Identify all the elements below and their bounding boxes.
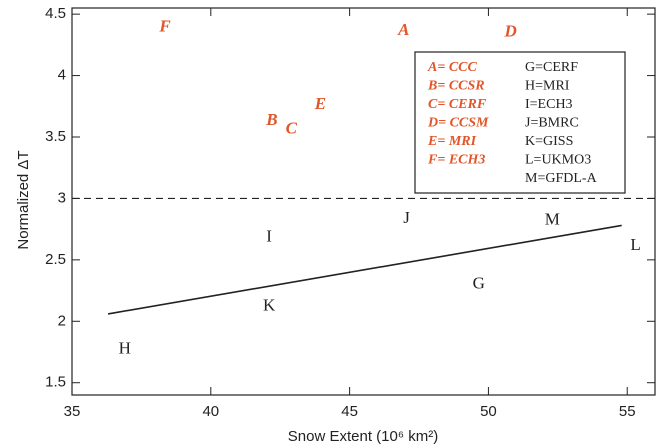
legend-entry: G=CERF [525,60,578,75]
legend-entry: F= ECH3 [427,153,485,168]
x-tick-label: 35 [64,403,81,420]
y-axis-label: Normalized ΔT [15,150,32,249]
x-axis-label: Snow Extent (10⁶ km²) [288,428,438,445]
y-tick-label: 3.5 [45,128,66,145]
legend-entry: I=ECH3 [525,97,573,112]
legend-entry: M=GFDL-A [525,171,598,186]
legend-entry: B= CCSR [427,79,485,94]
point-marker: A [397,20,409,39]
legend-entry: C= CERF [428,97,487,112]
x-tick-label: 40 [202,403,219,420]
point-marker: C [286,119,298,138]
fit-line [107,224,622,315]
point-marker: D [503,21,516,40]
point-marker: M [545,209,560,228]
point-marker: I [266,227,272,246]
point-marker: B [265,110,277,129]
legend-entry: A= CCC [427,60,477,75]
y-tick-label: 4 [58,67,66,84]
point-marker: G [473,273,485,292]
y-tick-label: 3 [58,189,66,206]
legend-entry: K=GISS [525,134,573,149]
plot-frame [71,7,656,396]
point-marker: F [158,17,171,36]
point-marker: H [119,338,131,357]
point-marker: E [314,94,326,113]
legend-entry: E= MRI [427,134,477,149]
legend-entry: H=MRI [525,79,570,94]
y-tick-label: 2 [58,312,66,329]
point-marker: J [403,208,410,227]
point-marker: K [263,295,276,314]
legend-entry: D= CCSM [427,116,489,131]
x-tick-label: 50 [480,403,497,420]
y-tick-label: 4.5 [45,5,66,22]
y-tick-label: 1.5 [45,374,66,391]
legend-entry: J=BMRC [525,116,579,131]
y-tick-label: 2.5 [45,251,66,268]
x-tick-label: 45 [341,403,358,420]
x-tick-label: 55 [619,403,636,420]
legend-box [414,51,626,194]
legend-entry: L=UKMO3 [525,153,591,168]
point-marker: L [630,235,640,254]
